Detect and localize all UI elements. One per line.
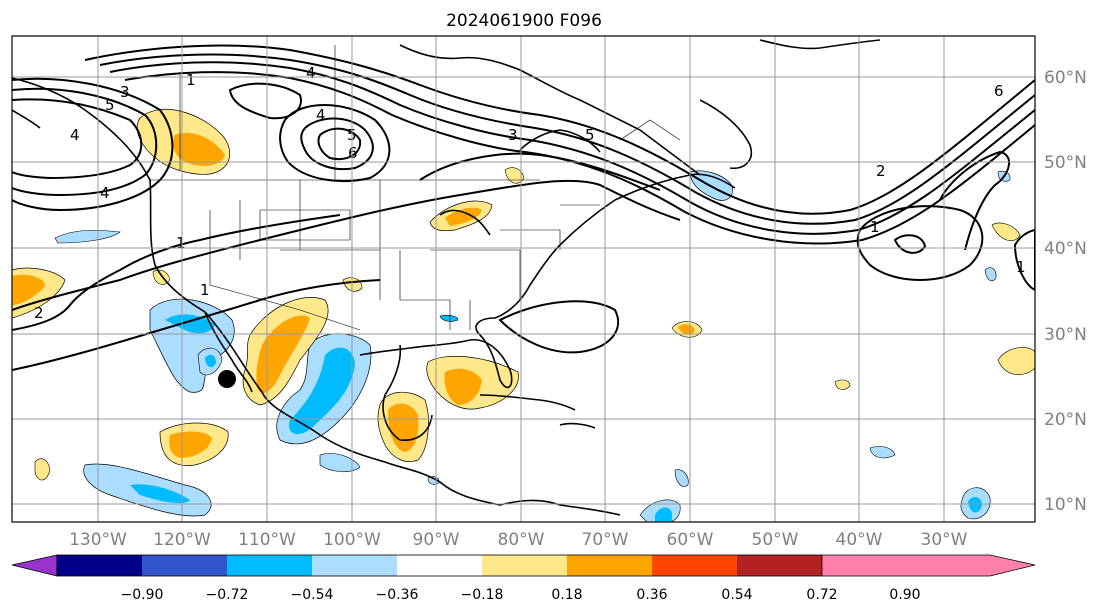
lon-label: 60°W bbox=[667, 530, 714, 550]
lon-label: 30°W bbox=[921, 530, 968, 550]
colorbar-segment bbox=[227, 555, 312, 576]
negative-anomaly-areas bbox=[54, 170, 1011, 522]
map-title: 2024061900 F096 bbox=[446, 11, 602, 31]
storm-marker bbox=[218, 370, 236, 388]
colorbar-over-arrow bbox=[822, 555, 1035, 576]
colorbar-segment bbox=[737, 555, 822, 576]
contour-label: 1 bbox=[1016, 258, 1026, 276]
colorbar-segment bbox=[652, 555, 737, 576]
contour-label: 2 bbox=[876, 162, 886, 180]
contour-label: 4 bbox=[306, 64, 316, 82]
contour-label: 2 bbox=[34, 304, 44, 322]
contour-lines bbox=[12, 44, 1035, 371]
contour-label: 3 bbox=[508, 126, 518, 144]
contour-label: 1 bbox=[870, 218, 880, 236]
colorbar-segment bbox=[567, 555, 652, 576]
colorbar-tick: −0.18 bbox=[461, 587, 504, 603]
lon-label: 80°W bbox=[498, 530, 545, 550]
lat-label: 40°N bbox=[1044, 239, 1087, 259]
contour-label: 6 bbox=[994, 82, 1004, 100]
latitude-labels: 60°N 50°N 40°N 30°N 20°N 10°N bbox=[1044, 68, 1087, 515]
lat-label: 30°N bbox=[1044, 325, 1087, 345]
colorbar-tick: −0.90 bbox=[121, 587, 164, 603]
lat-label: 60°N bbox=[1044, 68, 1087, 88]
lon-label: 120°W bbox=[153, 530, 211, 550]
graticule bbox=[12, 36, 1035, 522]
lat-label: 20°N bbox=[1044, 410, 1087, 430]
map-border bbox=[11, 35, 1036, 523]
lat-label: 50°N bbox=[1044, 153, 1087, 173]
colorbar-tick: −0.54 bbox=[291, 587, 334, 603]
colorbar-tick: 0.90 bbox=[889, 587, 920, 603]
lon-label: 40°W bbox=[836, 530, 883, 550]
coastlines bbox=[12, 39, 881, 516]
lon-label: 130°W bbox=[69, 530, 127, 550]
colorbar-tick: 0.72 bbox=[806, 587, 837, 603]
colorbar-frame bbox=[56, 554, 823, 577]
contour-label: 1 bbox=[200, 281, 210, 299]
contour-label: 6 bbox=[348, 144, 358, 162]
lon-label: 100°W bbox=[323, 530, 381, 550]
colorbar-segment bbox=[482, 555, 567, 576]
contour-label: 1 bbox=[186, 71, 196, 89]
contour-label: 1 bbox=[176, 234, 186, 252]
colorbar-under-arrow bbox=[11, 554, 58, 577]
contour-label: 4 bbox=[70, 126, 80, 144]
colorbar-segment bbox=[57, 555, 142, 576]
colorbar-segment bbox=[312, 555, 397, 576]
colorbar: −0.90 −0.72 −0.54 −0.36 −0.18 0.18 0.36 … bbox=[11, 554, 1036, 603]
state-borders bbox=[150, 45, 681, 331]
contour-label: 5 bbox=[585, 126, 595, 144]
lon-label: 50°W bbox=[752, 530, 799, 550]
colorbar-segment bbox=[142, 555, 227, 576]
lon-label: 110°W bbox=[238, 530, 296, 550]
colorbar-tick: −0.36 bbox=[376, 587, 419, 603]
colorbar-segment bbox=[397, 555, 482, 576]
longitude-labels: 130°W 120°W 110°W 100°W 90°W 80°W 70°W 6… bbox=[69, 530, 968, 550]
colorbar-tick: 0.54 bbox=[721, 587, 752, 603]
colorbar-tick: 0.36 bbox=[636, 587, 667, 603]
contour-label: 4 bbox=[100, 184, 110, 202]
lat-label: 10°N bbox=[1044, 495, 1087, 515]
lon-label: 70°W bbox=[582, 530, 629, 550]
colorbar-tick: −0.72 bbox=[206, 587, 249, 603]
contour-label: 3 bbox=[120, 83, 130, 101]
contour-label: 5 bbox=[105, 96, 115, 114]
colorbar-tick: 0.18 bbox=[551, 587, 582, 603]
contour-label: 4 bbox=[316, 106, 326, 124]
lon-label: 90°W bbox=[413, 530, 460, 550]
